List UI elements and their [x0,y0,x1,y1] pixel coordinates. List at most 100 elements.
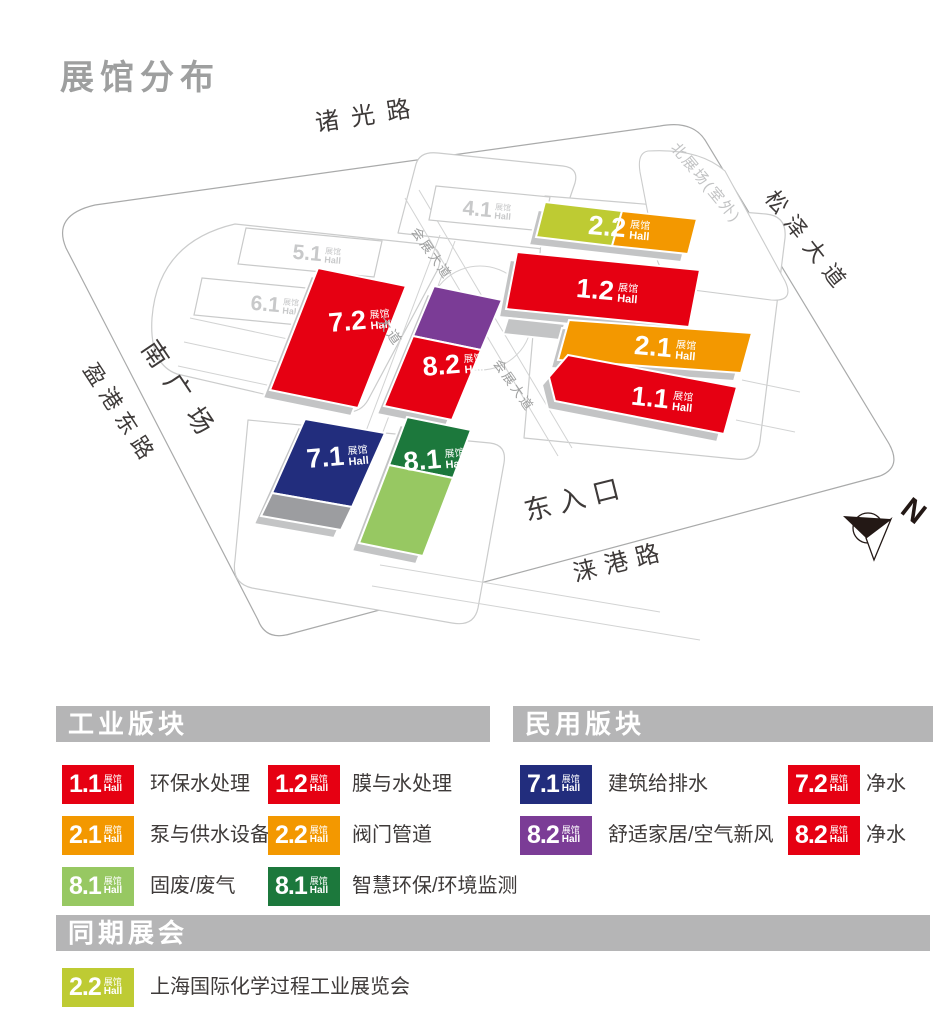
compass-arrow-light [865,517,893,562]
badge-hall-cn: 展馆 [103,977,122,987]
badge-hall-cn: 展馆 [829,774,848,784]
badge-hall-en: Hall [103,834,123,845]
badge-hall-2-1: 2.1 展馆 Hall [62,816,134,855]
badge-hall-en: Hall [103,783,123,794]
badge-hall-7-1: 7.1 展馆 Hall [520,765,592,804]
hall-2-2: 2.2 展馆 Hall [527,200,699,264]
hall-5-1: 5.1 展馆 Hall [237,227,383,278]
legend-label: 净水 [866,824,906,846]
badge-number: 1.1 [69,770,102,798]
hall-2-2-number: 2.2 [587,210,627,243]
badge-hall-en: Hall [103,885,123,896]
hall-7-1-en: Hall [348,455,369,469]
legend-label: 环保水处理 [150,773,250,795]
badge-number: 8.2 [527,821,560,849]
legend-label: 舒适家居/空气新风 [608,824,774,846]
hall-7-1-number: 7.1 [305,441,345,474]
hall-8-1: 8.1 展馆 Hall [350,415,473,566]
badge-hall-en: Hall [829,834,849,845]
hall-5-1-number: 5.1 [292,241,323,266]
compass-n-label: N [895,492,932,531]
legend-label: 阀门管道 [352,824,432,846]
hall-1-2-en: Hall [617,293,638,307]
hall-2-2-en: Hall [629,230,650,244]
page-title: 展馆分布 [60,59,220,97]
hall-1-2: 1.2 展馆 Hall [497,250,702,337]
hall-2-1-number: 2.1 [633,330,673,363]
hall-8-2-cn: 展馆 [463,351,484,366]
badge-hall-1-1: 1.1 展馆 Hall [62,765,134,804]
hall-6-1-cn: 展馆 [283,297,300,308]
hall-2-1-cn: 展馆 [676,338,697,353]
hall-7-2: 7.2 展馆 Hall [261,266,408,418]
road-zhuguang-label: 诸光路 [313,94,424,138]
hall-2-2-cn: 展馆 [630,218,651,233]
badge-hall-cn: 展馆 [103,774,122,784]
hall-1-1-cn: 展馆 [673,389,694,404]
badge-number: 2.2 [275,821,308,849]
badge-number: 2.1 [69,821,102,849]
legend-label: 泵与供水设备 [150,824,270,846]
badge-hall-8-2-purple: 8.2 展馆 Hall [520,816,592,855]
badge-hall-cn: 展馆 [309,774,328,784]
badge-hall-2-2: 2.2 展馆 Hall [268,816,340,855]
badge-hall-cn: 展馆 [309,825,328,835]
hall-7-2-number: 7.2 [327,305,367,338]
badge-number: 8.1 [69,872,102,900]
badge-number: 7.1 [527,770,560,798]
badge-hall-2-2-expo: 2.2 展馆 Hall [62,968,134,1007]
badge-hall-8-2-red: 8.2 展馆 Hall [788,816,860,855]
hall-1-1-number: 1.1 [630,381,670,415]
badge-hall-8-1-light: 8.1 展馆 Hall [62,867,134,906]
legend-label: 净水 [866,773,906,795]
hall-1-2-cn: 展馆 [618,281,639,296]
badge-hall-8-1-dark: 8.1 展馆 Hall [268,867,340,906]
hall-6-1-number: 6.1 [250,292,281,317]
hall-4-1: 4.1 展馆 Hall [428,185,551,232]
badge-hall-cn: 展馆 [309,876,328,886]
hall-8-1-number: 8.1 [402,444,442,477]
hall-4-1-en: Hall [494,210,511,221]
badge-number: 2.2 [69,973,102,1001]
badge-hall-7-2: 7.2 展馆 Hall [788,765,860,804]
east-entrance-label: 东入口 [521,472,630,527]
hall-8-2-en: Hall [464,363,485,377]
hall-8-2: 8.2 展馆 Hall [375,284,504,430]
hall-1-2-number: 1.2 [575,273,615,306]
section-header-civil: 民用版块 [513,706,933,742]
badge-number: 7.2 [795,770,828,798]
badge-hall-en: Hall [829,783,849,794]
badge-hall-en: Hall [561,834,581,845]
badge-number: 1.2 [275,770,308,798]
legend-label: 固废/废气 [150,875,236,897]
compass-arrow-dark [843,516,891,538]
badge-number: 8.2 [795,821,828,849]
legend-label: 膜与水处理 [352,773,452,795]
hall-1-1-en: Hall [671,401,692,415]
hall-4-1-cn: 展馆 [495,202,512,213]
badge-hall-cn: 展馆 [561,825,580,835]
compass: N [843,492,932,562]
section-header-concurrent: 同期展会 [56,915,930,951]
badge-hall-cn: 展馆 [561,774,580,784]
badge-hall-cn: 展馆 [829,825,848,835]
badge-number: 8.1 [275,872,308,900]
hall-8-1-en: Hall [445,458,466,472]
badge-hall-en: Hall [309,834,329,845]
legend-label: 智慧环保/环境监测 [352,875,518,897]
hall-7-1-cn: 展馆 [347,443,368,458]
venue-boundary [61,124,895,637]
hall-7-1: 7.1 展馆 Hall [252,417,387,540]
legend-label: 建筑给排水 [608,773,708,795]
badge-hall-1-2: 1.2 展馆 Hall [268,765,340,804]
hall-2-1-en: Hall [675,350,696,364]
hall-4-1-number: 4.1 [462,197,493,222]
hall-8-1-cn: 展馆 [444,446,465,461]
hall-5-1-cn: 展馆 [325,246,342,257]
hall-7-2-cn: 展馆 [369,307,390,322]
badge-hall-cn: 展馆 [103,876,122,886]
section-header-industrial: 工业版块 [56,706,490,742]
hall-6-1-en: Hall [282,305,299,316]
badge-hall-en: Hall [561,783,581,794]
